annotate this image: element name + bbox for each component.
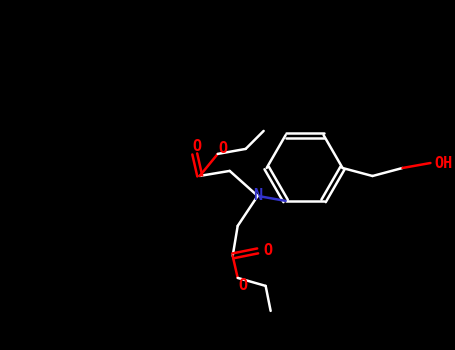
Text: O: O [218,141,227,156]
Text: O: O [192,139,201,154]
Text: O: O [238,278,247,293]
Text: OH: OH [434,155,453,170]
Text: N: N [253,188,262,203]
Text: O: O [263,243,272,258]
